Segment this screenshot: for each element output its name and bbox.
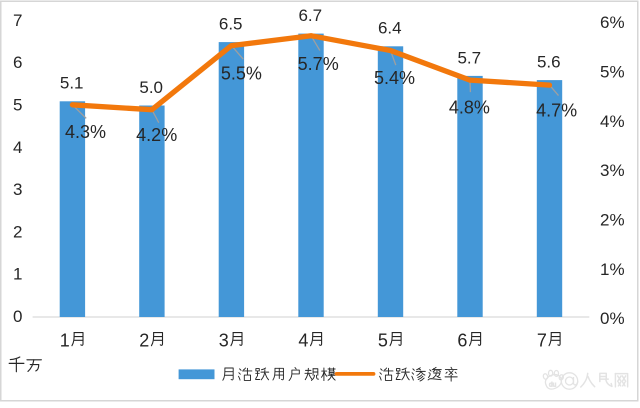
svg-text:3%: 3% [600, 161, 625, 180]
svg-text:du: du [549, 382, 557, 389]
svg-text:5.1: 5.1 [60, 74, 84, 93]
svg-text:1: 1 [13, 265, 22, 284]
svg-text:7: 7 [13, 11, 22, 30]
svg-text:5.4%: 5.4% [374, 68, 415, 88]
svg-text:0: 0 [13, 307, 22, 326]
svg-text:6: 6 [457, 330, 467, 350]
svg-text:5.5%: 5.5% [221, 64, 262, 84]
svg-text:2: 2 [13, 222, 22, 241]
svg-text:7: 7 [537, 330, 547, 350]
svg-text:3: 3 [13, 180, 22, 199]
svg-text:6.7: 6.7 [298, 6, 322, 25]
svg-text:5.6: 5.6 [537, 53, 561, 72]
svg-text:6: 6 [13, 53, 22, 72]
svg-text:4.8%: 4.8% [449, 98, 490, 118]
svg-text:1%: 1% [600, 260, 625, 279]
svg-text:1: 1 [60, 330, 70, 350]
svg-text:3: 3 [219, 330, 229, 350]
svg-text:4%: 4% [600, 112, 625, 131]
svg-text:5: 5 [13, 96, 22, 115]
svg-text:2: 2 [139, 330, 149, 350]
svg-text:5.0: 5.0 [139, 78, 163, 97]
svg-text:4: 4 [13, 138, 22, 157]
svg-text:4.2%: 4.2% [136, 125, 177, 145]
svg-text:2%: 2% [600, 211, 625, 230]
svg-text:6.4: 6.4 [378, 19, 402, 38]
svg-text:4.3%: 4.3% [65, 122, 106, 142]
svg-text:4.7%: 4.7% [536, 101, 577, 121]
svg-text:6.5: 6.5 [219, 15, 243, 34]
svg-text:4: 4 [298, 330, 308, 350]
svg-text:5%: 5% [600, 62, 625, 81]
svg-text:0%: 0% [600, 309, 625, 328]
svg-text:5: 5 [378, 330, 388, 350]
svg-text:5.7: 5.7 [457, 48, 481, 67]
svg-text:5.7%: 5.7% [298, 54, 339, 74]
svg-text:6%: 6% [600, 13, 625, 32]
